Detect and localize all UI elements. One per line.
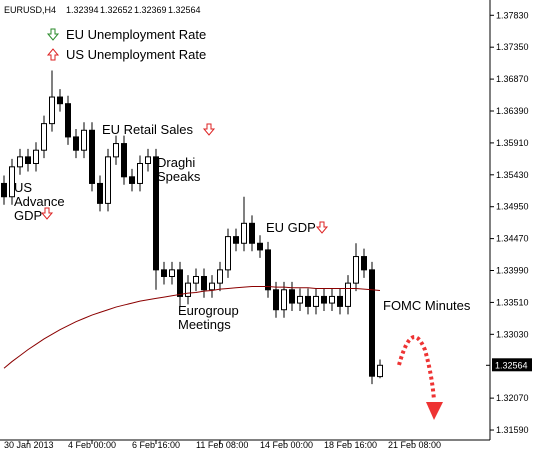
y-tick-label: 1.33030 xyxy=(496,329,529,339)
x-tick-label: 21 Feb 08:00 xyxy=(388,440,441,450)
candle-body xyxy=(57,96,63,105)
candle-body xyxy=(73,136,79,151)
candle-body xyxy=(33,149,39,165)
candle-body xyxy=(97,182,103,204)
candle-body xyxy=(201,275,207,291)
y-tick-label: 1.37350 xyxy=(496,42,529,52)
candle-body xyxy=(25,156,31,165)
y-tick-label: 1.35430 xyxy=(496,170,529,180)
candle-body xyxy=(137,163,143,184)
x-tick-label: 30 Jan 2013 xyxy=(4,440,54,450)
y-tick-label: 1.32070 xyxy=(496,393,529,403)
candle-body xyxy=(169,269,175,277)
down-arrow-icon xyxy=(40,207,54,220)
y-tick-label: 1.34470 xyxy=(496,234,529,244)
candle-body xyxy=(41,123,47,151)
candle-body xyxy=(105,156,111,204)
candle-body xyxy=(249,222,255,244)
candle-body xyxy=(361,256,367,271)
candle-body xyxy=(153,156,159,271)
current-price-box xyxy=(492,358,532,372)
candle-body xyxy=(321,295,327,304)
y-tick-label: 1.31590 xyxy=(496,425,529,435)
candle-body xyxy=(129,176,135,184)
candle-body xyxy=(17,156,23,168)
annotation: EU GDP xyxy=(266,220,316,235)
y-tick-label: 1.33990 xyxy=(496,266,529,276)
candle-body xyxy=(329,295,335,304)
annotation: US Advance GDP xyxy=(14,180,65,223)
y-tick-label: 1.33510 xyxy=(496,297,529,307)
y-tick-label: 1.34950 xyxy=(496,202,529,212)
candle-body xyxy=(49,96,55,125)
projection-arrow xyxy=(397,335,436,401)
candle-body xyxy=(65,103,71,138)
candle-body xyxy=(145,156,151,165)
y-tick-label: 1.35910 xyxy=(496,138,529,148)
up-arrow-icon xyxy=(46,48,60,61)
candle-body xyxy=(305,295,311,307)
header-symbol: EURUSD,H4 xyxy=(4,5,56,15)
candle-body xyxy=(353,256,359,284)
header-high: 1.32652 xyxy=(100,5,133,15)
x-tick-label: 4 Feb 00:00 xyxy=(68,440,116,450)
candle-body xyxy=(273,289,279,311)
x-tick-label: 11 Feb 08:00 xyxy=(196,440,248,450)
x-tick-label: 14 Feb 00:00 xyxy=(260,440,313,450)
candle-body xyxy=(369,269,375,377)
candle-body xyxy=(217,269,223,284)
candle-body xyxy=(185,282,191,297)
x-tick-label: 18 Feb 16:00 xyxy=(324,440,377,450)
candle-body xyxy=(81,129,87,151)
candle-body xyxy=(113,143,119,158)
candle-body xyxy=(265,249,271,291)
candle-body xyxy=(1,182,7,198)
down-arrow-icon xyxy=(46,28,60,41)
candle-body xyxy=(161,269,167,277)
candle-body xyxy=(121,143,127,178)
moving-average-line xyxy=(3,285,381,369)
y-tick-label: 1.36390 xyxy=(496,106,529,116)
annotation: Draghi Speaks xyxy=(157,155,201,184)
down-arrow-icon xyxy=(202,123,216,136)
header-close: 1.32564 xyxy=(168,5,201,15)
candle-body xyxy=(281,289,287,311)
header-low: 1.32369 xyxy=(134,5,167,15)
header-open: 1.32394 xyxy=(66,5,99,15)
candle-body xyxy=(337,295,343,307)
down-arrow-icon xyxy=(315,221,329,234)
candle-body xyxy=(193,275,199,284)
y-tick-label: 1.37830 xyxy=(496,10,529,20)
candle-body xyxy=(225,236,231,271)
candle-body xyxy=(289,289,295,304)
x-tick-label: 6 Feb 16:00 xyxy=(132,440,180,450)
candle-body xyxy=(377,364,383,378)
annotation: Eurogroup Meetings xyxy=(178,303,239,332)
candle-body xyxy=(257,242,263,251)
candle-body xyxy=(233,236,239,244)
candle-body xyxy=(313,295,319,307)
plot: 1.37830 1.37350 1.36870 1.36390 1.35910 1.354… xyxy=(1,10,532,450)
legend-label: EU Unemployment Rate xyxy=(66,27,206,42)
candle-body xyxy=(177,269,183,297)
annotation: EU Retail Sales xyxy=(102,122,194,137)
candle-body xyxy=(9,166,15,198)
candle-body xyxy=(297,295,303,304)
annotation: FOMC Minutes xyxy=(383,298,471,313)
candle-body xyxy=(209,282,215,291)
y-tick-label: 1.36870 xyxy=(496,74,529,84)
projection-arrowhead xyxy=(426,402,443,420)
candle-body xyxy=(241,222,247,244)
legend-label: US Unemployment Rate xyxy=(66,47,206,62)
candle-body xyxy=(89,129,95,184)
candle-body xyxy=(345,282,351,307)
current-price-label: 1.32564 xyxy=(495,360,528,370)
